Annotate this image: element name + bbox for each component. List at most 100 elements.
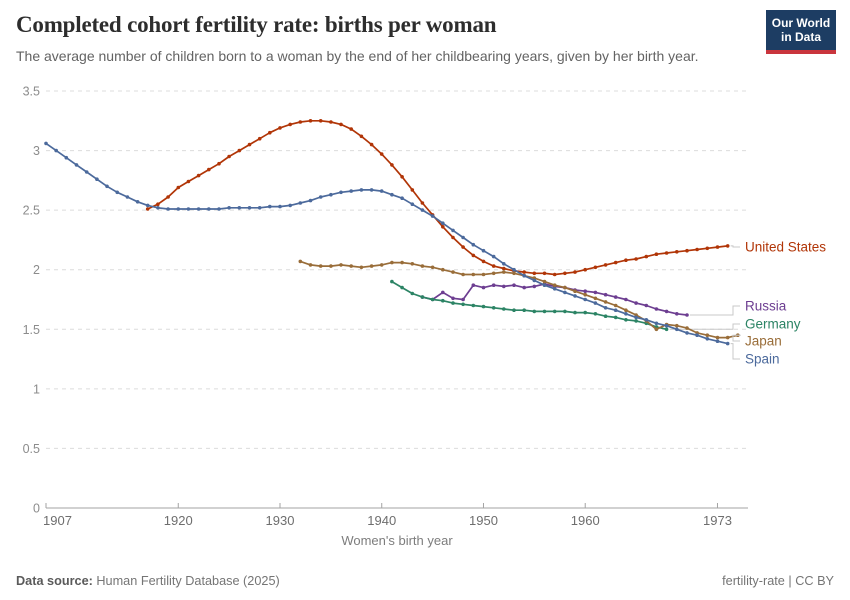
series-germany[interactable]: Germany — [390, 279, 801, 332]
data-point — [288, 203, 293, 208]
data-point — [369, 264, 374, 268]
data-point — [624, 312, 628, 316]
data-point — [725, 335, 730, 340]
series-united-states[interactable]: United States — [145, 119, 826, 277]
series-label-japan[interactable]: Japan — [745, 334, 782, 349]
series-line-germany[interactable] — [391, 280, 668, 331]
data-point — [451, 270, 455, 274]
data-point — [298, 259, 303, 264]
data-point — [491, 254, 496, 259]
data-point — [420, 201, 425, 205]
data-point — [176, 185, 181, 190]
data-point — [329, 120, 333, 124]
data-point — [471, 272, 476, 277]
y-axis-tick-label: 1 — [33, 382, 40, 396]
data-point — [339, 263, 343, 267]
data-point — [390, 163, 394, 167]
data-point — [471, 303, 476, 308]
series-spain[interactable]: Spain — [44, 141, 780, 367]
data-point — [552, 287, 557, 291]
data-point — [105, 184, 109, 189]
data-point — [654, 321, 659, 326]
series-line-united-states[interactable] — [146, 119, 729, 276]
data-point — [512, 308, 516, 313]
data-point — [522, 273, 526, 278]
data-point — [349, 127, 354, 131]
owid-logo[interactable]: Our World in Data — [766, 10, 836, 54]
data-point — [593, 265, 598, 270]
data-point — [410, 262, 415, 266]
data-point — [491, 264, 496, 268]
data-point — [502, 284, 506, 289]
data-point — [441, 298, 445, 303]
data-point — [298, 120, 303, 124]
y-axis-tick-label: 2.5 — [23, 204, 40, 218]
data-point — [390, 260, 394, 265]
x-axis-tick-label: 1940 — [367, 513, 396, 528]
data-point — [481, 248, 486, 253]
series-points-germany — [390, 279, 669, 332]
series-russia[interactable]: Russia — [420, 282, 787, 317]
license-text[interactable]: fertility-rate | CC BY — [722, 574, 834, 588]
data-point — [441, 267, 445, 272]
data-point — [95, 177, 99, 181]
series-label-russia[interactable]: Russia — [745, 299, 787, 314]
data-point — [308, 263, 313, 267]
data-point — [593, 290, 598, 295]
data-point — [573, 270, 577, 274]
data-point — [471, 242, 476, 247]
data-point — [583, 289, 587, 294]
data-point — [481, 285, 486, 290]
y-axis-tick-label: 2 — [33, 263, 40, 277]
owid-logo-line2: in Data — [780, 29, 821, 44]
series-label-germany[interactable]: Germany — [745, 317, 801, 332]
data-point — [247, 206, 252, 210]
x-axis-tick-label: 1930 — [266, 513, 295, 528]
data-point — [491, 271, 496, 276]
data-point — [268, 130, 272, 135]
data-point — [695, 333, 699, 338]
x-axis-tick-label: 1960 — [571, 513, 600, 528]
label-connector-russia — [689, 305, 740, 316]
data-point — [664, 323, 669, 328]
data-point — [359, 188, 364, 192]
data-point — [573, 310, 577, 315]
data-point — [532, 284, 537, 289]
data-point — [583, 297, 587, 302]
data-point — [156, 206, 160, 210]
data-point — [207, 207, 211, 211]
data-point — [491, 306, 496, 310]
data-point — [624, 297, 628, 302]
data-point — [268, 204, 272, 209]
data-point — [430, 297, 435, 302]
series-label-spain[interactable]: Spain — [745, 352, 780, 367]
data-point — [339, 122, 343, 127]
data-point — [532, 309, 537, 314]
data-point — [318, 195, 323, 199]
data-point — [685, 313, 689, 317]
x-axis-tick-label: 1920 — [164, 513, 193, 528]
data-point — [552, 309, 557, 314]
data-point — [644, 303, 649, 308]
data-point — [512, 283, 516, 288]
data-point — [573, 289, 577, 294]
page-title: Completed cohort fertility rate: births … — [16, 12, 497, 37]
data-point — [675, 323, 679, 328]
data-point — [166, 195, 170, 199]
data-point — [573, 294, 577, 298]
data-point — [705, 337, 710, 341]
series-label-united-states[interactable]: United States — [745, 240, 826, 255]
data-point — [247, 142, 252, 147]
data-point — [410, 202, 415, 206]
data-point — [481, 272, 486, 277]
data-point — [613, 295, 618, 299]
data-point — [339, 190, 343, 195]
data-point — [298, 201, 303, 205]
data-point — [430, 214, 435, 218]
label-connector-spain — [730, 343, 740, 360]
data-point — [583, 310, 587, 315]
data-point — [54, 148, 58, 153]
data-point — [400, 285, 404, 290]
data-point — [634, 315, 638, 320]
data-point — [400, 260, 404, 265]
